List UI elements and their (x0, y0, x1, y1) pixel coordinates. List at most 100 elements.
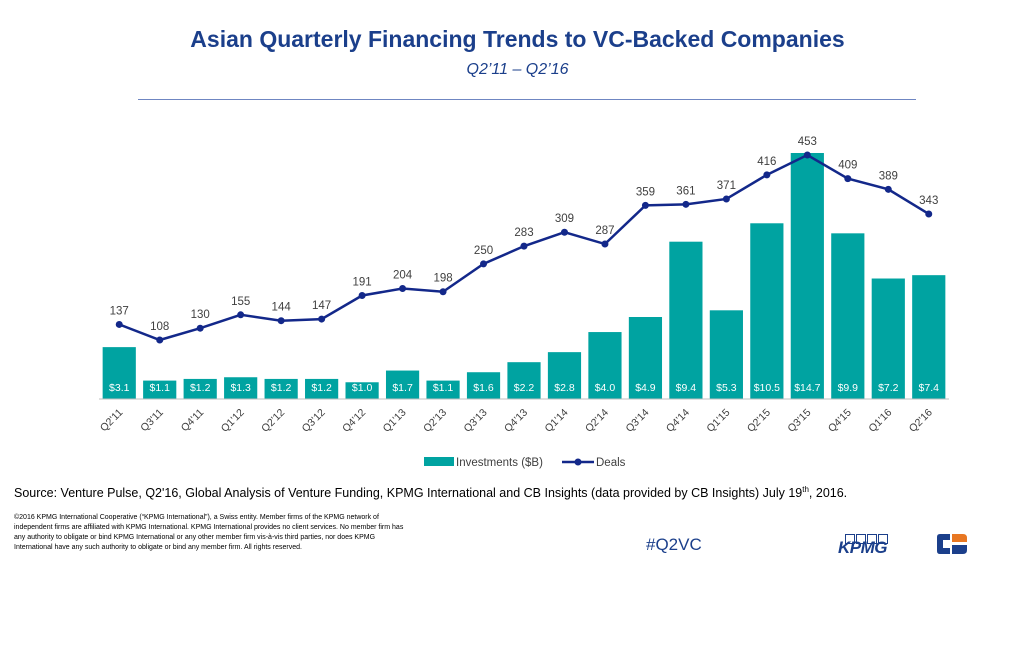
deals-point-16 (763, 171, 771, 179)
bar-4 (264, 378, 298, 399)
bar-15 (709, 310, 743, 399)
deals-point-8 (439, 288, 447, 296)
deals-point-11 (560, 228, 568, 236)
deals-label-18: 409 (838, 160, 857, 172)
deals-point-7 (399, 285, 407, 293)
x-tick-label-14: Q4'14 (664, 407, 692, 435)
deals-label-15: 371 (717, 180, 736, 192)
bar-2 (183, 378, 217, 399)
x-tick-label-17: Q3'15 (785, 407, 813, 435)
x-tick-label-20: Q2'16 (907, 407, 935, 435)
x-tick-label-0: Q2'11 (98, 407, 126, 435)
bar-label-18: $9.9 (838, 382, 859, 394)
bar-label-19: $7.2 (878, 382, 899, 394)
source-note: Source: Venture Pulse, Q2'16, Global Ana… (14, 485, 847, 500)
x-tick-label-15: Q1'15 (704, 407, 732, 435)
deals-point-18 (844, 175, 852, 183)
bar-label-12: $4.0 (595, 382, 616, 394)
deals-label-12: 287 (595, 225, 614, 237)
bar-label-4: $1.2 (271, 382, 292, 394)
kpmg-logo: KPMG (838, 538, 888, 557)
x-tick-label-2: Q4'11 (179, 407, 207, 435)
deals-point-20 (925, 210, 933, 218)
deals-point-13 (641, 201, 649, 209)
source-tail: , 2016. (808, 486, 848, 501)
deals-point-0 (115, 320, 123, 328)
deals-point-3 (237, 311, 245, 319)
bar-label-17: $14.7 (794, 382, 820, 394)
x-tick-label-1: Q3'11 (138, 407, 166, 435)
deals-label-6: 191 (353, 276, 372, 288)
chart-title: Asian Quarterly Financing Trends to VC-B… (190, 26, 845, 52)
deals-label-11: 309 (555, 213, 574, 225)
bar-5 (305, 378, 339, 399)
bar-16 (750, 223, 784, 399)
bar-label-14: $9.4 (676, 382, 697, 394)
deals-point-17 (803, 151, 811, 159)
title-divider (138, 99, 916, 100)
financing-chart: $3.1 $1.1 $1.2 $1.3 $1.2 $1.2 $1.0 $1.7 $1.1 $1.6… (98, 136, 949, 469)
deals-label-7: 204 (393, 270, 413, 282)
deals-point-5 (318, 315, 326, 323)
deals-point-10 (520, 242, 528, 250)
bar-3 (224, 377, 258, 399)
bar-label-16: $10.5 (754, 382, 780, 394)
bar-label-3: $1.3 (230, 382, 251, 394)
bar-8 (426, 380, 460, 399)
copyright-notice: ©2016 KPMG International Cooperative (“K… (14, 514, 404, 551)
deals-point-2 (196, 324, 204, 332)
bar-6 (345, 382, 379, 399)
cb-insights-logo (937, 534, 967, 554)
bar-17 (790, 153, 824, 399)
source-sup: th (802, 485, 809, 494)
legend-deals-marker (574, 458, 582, 466)
chart-subtitle: Q2’11 – Q2’16 (466, 61, 569, 78)
deals-point-1 (156, 336, 164, 344)
deals-point-15 (722, 195, 730, 203)
bar-label-8: $1.1 (433, 382, 454, 394)
bar-7 (385, 370, 420, 399)
x-tick-label-6: Q4'12 (340, 407, 368, 435)
x-tick-label-3: Q1'12 (219, 407, 247, 435)
x-tick-label-18: Q4'15 (826, 407, 854, 435)
bar-9 (466, 372, 501, 399)
deals-point-19 (884, 185, 892, 193)
x-tick-label-19: Q1'16 (866, 407, 894, 435)
deals-label-17: 453 (798, 136, 817, 148)
legend-investments-swatch (424, 457, 454, 466)
deals-label-16: 416 (757, 156, 776, 168)
deals-label-20: 343 (919, 195, 938, 207)
bar-label-20: $7.4 (919, 382, 940, 394)
bar-label-11: $2.8 (554, 382, 575, 394)
bar-18 (831, 233, 865, 399)
deals-label-10: 283 (514, 227, 533, 239)
deals-label-1: 108 (150, 321, 169, 333)
x-tick-label-8: Q2'13 (421, 407, 449, 435)
x-tick-label-4: Q2'12 (259, 407, 287, 435)
bar-1 (143, 380, 177, 399)
deals-point-6 (358, 291, 366, 299)
deals-label-9: 250 (474, 245, 493, 257)
x-tick-label-5: Q3'12 (300, 407, 328, 435)
deals-point-9 (480, 260, 488, 268)
bar-label-0: $3.1 (109, 382, 130, 394)
deals-label-5: 147 (312, 300, 331, 312)
deals-point-12 (601, 240, 609, 248)
x-tick-label-11: Q1'14 (543, 407, 571, 435)
bar-14 (669, 241, 703, 399)
kpmg-logo-boxes (845, 531, 889, 549)
x-tick-label-10: Q4'13 (502, 407, 530, 435)
deals-label-8: 198 (433, 273, 452, 285)
deals-label-13: 359 (636, 186, 655, 198)
x-tick-label-7: Q1'13 (381, 407, 409, 435)
bar-20 (912, 275, 946, 399)
x-tick-label-9: Q3'13 (462, 407, 490, 435)
legend-deals-label: Deals (596, 457, 626, 469)
deals-point-14 (682, 200, 690, 208)
deals-label-14: 361 (676, 185, 695, 197)
bar-label-2: $1.2 (190, 382, 211, 394)
bar-label-10: $2.2 (514, 382, 535, 394)
deals-label-19: 389 (879, 170, 898, 182)
deals-label-3: 155 (231, 296, 250, 308)
bar-19 (871, 278, 905, 399)
